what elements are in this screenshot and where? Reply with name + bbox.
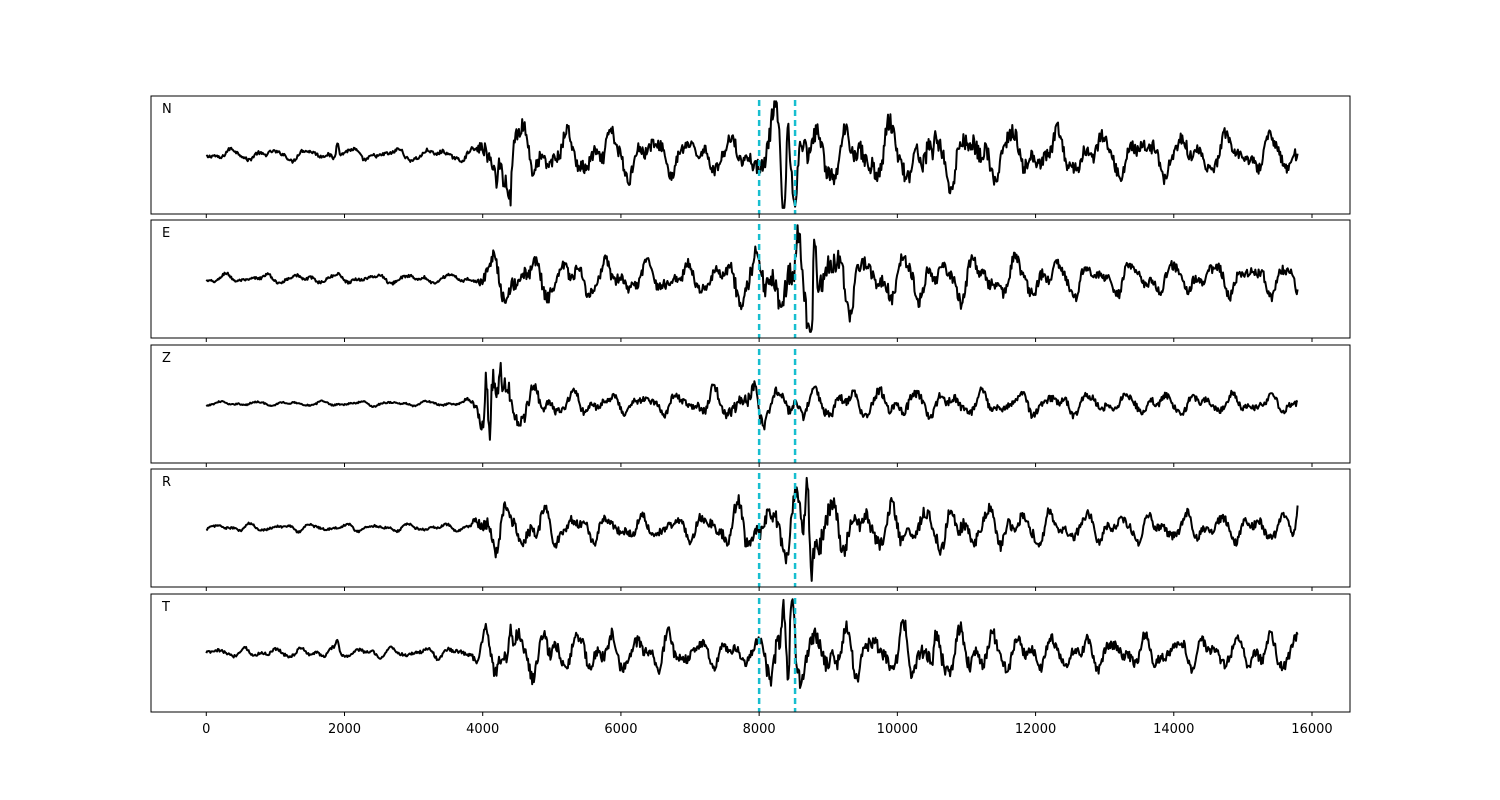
panel-frame — [150, 219, 1351, 339]
x-tick-label: 8000 — [743, 722, 776, 737]
x-tick-label: 0 — [202, 722, 210, 737]
x-axis: 0 2000 4000 6000 8000 10000 12000 14000 16000 — [202, 722, 1333, 737]
panel-label: E — [162, 226, 170, 241]
panel-e: E — [150, 219, 1351, 342]
x-tick-label: 4000 — [466, 722, 499, 737]
x-tick-label: 2000 — [328, 722, 361, 737]
panel-label: Z — [162, 351, 171, 366]
panel-label: T — [161, 600, 170, 615]
trace-e — [205, 224, 1299, 333]
trace-r — [205, 476, 1299, 582]
trace-t — [205, 598, 1299, 689]
panel-frame — [150, 593, 1351, 713]
trace-z — [205, 361, 1299, 441]
panel-frame — [150, 95, 1351, 215]
x-tick-label: 16000 — [1291, 722, 1332, 737]
x-tick-label: 6000 — [604, 722, 637, 737]
panel-label: R — [162, 475, 171, 490]
panel-z: Z — [150, 344, 1351, 467]
panels-group: N E Z R T — [150, 95, 1351, 716]
x-tick-label: 12000 — [1015, 722, 1056, 737]
panel-n: N — [150, 95, 1351, 218]
panel-r: R — [150, 468, 1351, 591]
panel-label: N — [162, 102, 172, 117]
panel-frame — [150, 344, 1351, 464]
panel-frame — [150, 468, 1351, 588]
trace-n — [205, 100, 1299, 209]
x-tick-label: 14000 — [1153, 722, 1194, 737]
x-tick-label: 10000 — [877, 722, 918, 737]
panel-t: T — [150, 593, 1351, 716]
